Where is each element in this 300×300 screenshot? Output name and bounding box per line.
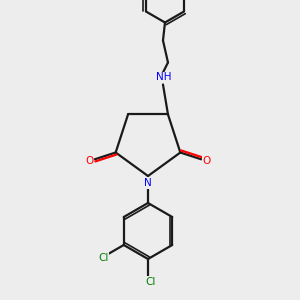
- Text: N: N: [144, 178, 152, 188]
- Text: NH: NH: [156, 73, 172, 82]
- Text: O: O: [202, 156, 210, 166]
- Text: Cl: Cl: [146, 277, 156, 287]
- Text: Cl: Cl: [98, 253, 109, 263]
- Text: O: O: [85, 156, 94, 166]
